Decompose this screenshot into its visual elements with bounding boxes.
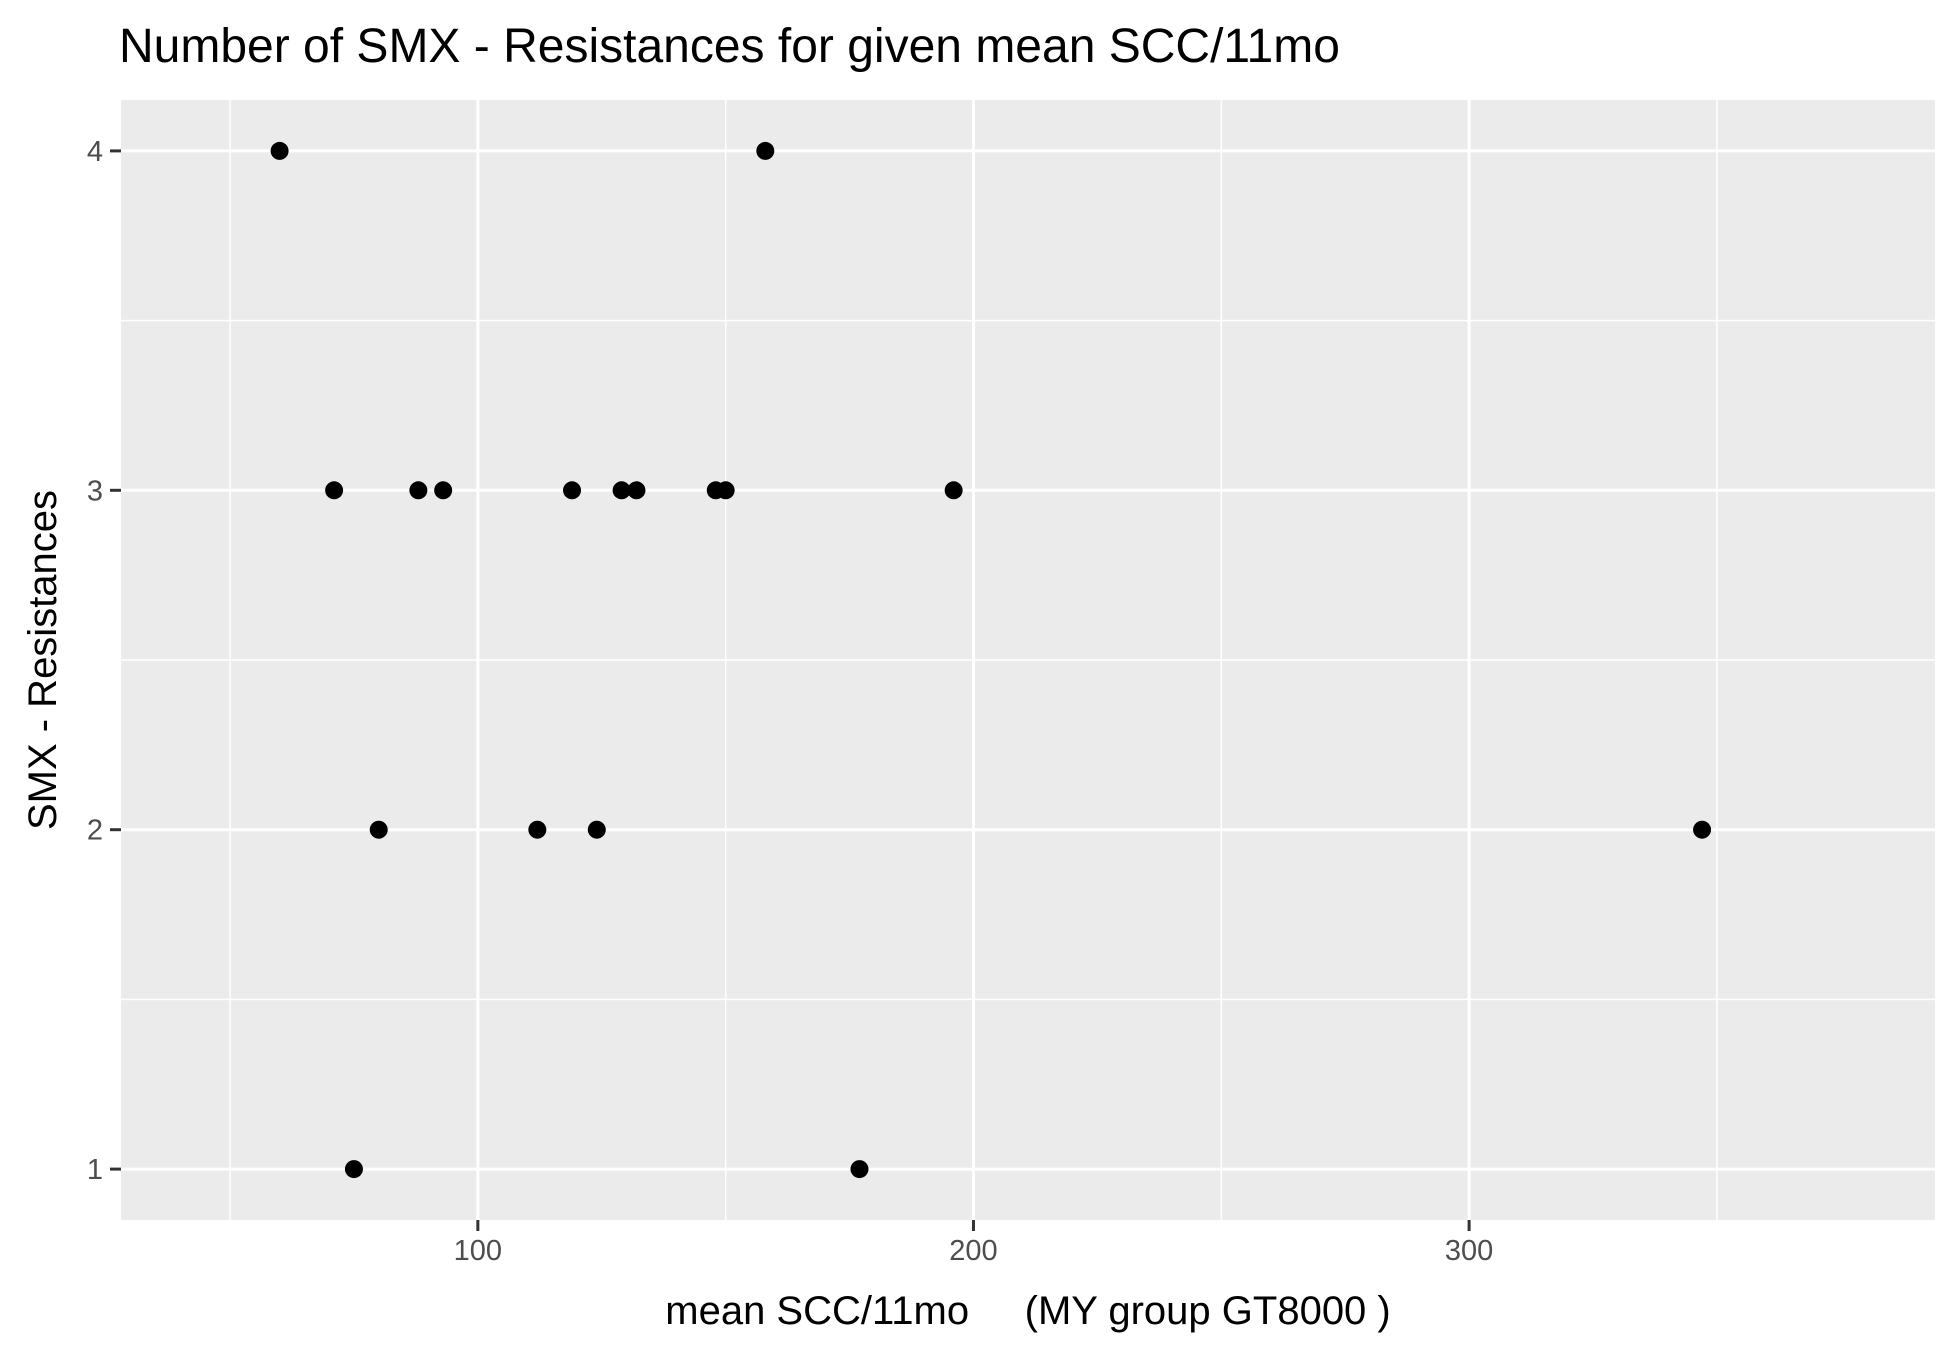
- data-point: [612, 481, 631, 500]
- y-tick-label: 3: [87, 475, 103, 507]
- data-point: [944, 481, 963, 500]
- x-axis-title: mean SCC/11mo (MY group GT8000 ): [665, 1289, 1391, 1333]
- x-axis: 100 200 300: [454, 1220, 1493, 1267]
- y-tick-label: 1: [87, 1154, 103, 1186]
- grid-major: [121, 100, 1935, 1220]
- x-tick-label: 200: [949, 1235, 997, 1267]
- data-point: [528, 820, 547, 839]
- data-point: [325, 481, 344, 500]
- data-point: [270, 141, 289, 160]
- grid-minor: [121, 100, 1935, 1220]
- data-point: [409, 481, 428, 500]
- data-point: [716, 481, 735, 500]
- data-point: [627, 481, 646, 500]
- data-points: [270, 141, 1712, 1179]
- x-tick-label: 100: [454, 1235, 502, 1267]
- data-point: [434, 481, 453, 500]
- chart-title: Number of SMX - Resistances for given me…: [119, 20, 1340, 73]
- data-point: [344, 1160, 363, 1179]
- x-tick-label: 300: [1445, 1235, 1493, 1267]
- data-point: [850, 1160, 869, 1179]
- y-axis: 1 2 3 4: [87, 136, 121, 1186]
- data-point: [587, 820, 606, 839]
- y-tick-label: 2: [87, 815, 103, 847]
- data-point: [1693, 820, 1712, 839]
- data-point: [756, 141, 775, 160]
- data-point: [563, 481, 582, 500]
- data-point: [369, 820, 388, 839]
- y-axis-title: SMX - Resistances: [21, 490, 65, 830]
- y-tick-label: 4: [87, 136, 103, 168]
